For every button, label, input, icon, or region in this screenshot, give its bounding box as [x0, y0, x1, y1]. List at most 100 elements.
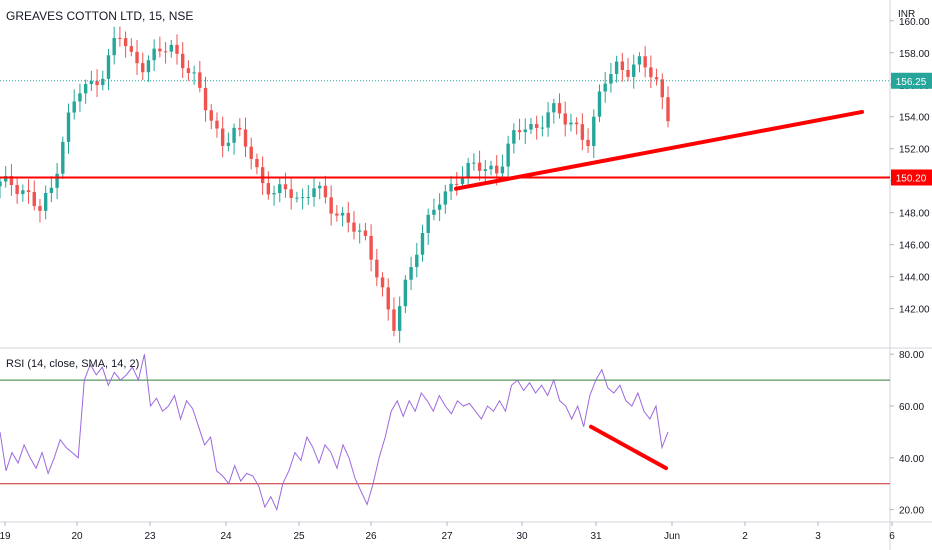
candle-body	[455, 183, 459, 185]
candle-body	[626, 70, 630, 77]
candle-body	[512, 130, 516, 144]
candle-body	[243, 129, 248, 147]
candle-body	[118, 37, 122, 39]
horizontal-line-label: 150.20	[896, 173, 927, 184]
candle-body	[260, 167, 265, 184]
price-tick-label: 160.00	[899, 17, 930, 28]
candle-body	[15, 185, 19, 195]
candle-body	[220, 128, 225, 146]
symbol-title[interactable]: GREAVES COTTON LTD, 15, NSE	[6, 9, 194, 23]
candle-body	[523, 129, 527, 133]
candle-body	[546, 112, 550, 128]
candle-body	[386, 287, 390, 310]
candle-body	[592, 116, 596, 146]
candle-body	[83, 84, 88, 94]
candle-body	[552, 103, 556, 113]
candle-body	[306, 196, 311, 198]
time-tick-label: Jun	[664, 531, 680, 542]
candle-body	[466, 162, 470, 177]
candle-body	[32, 191, 36, 207]
candle-body	[101, 78, 105, 86]
candle-body	[432, 209, 436, 215]
candle-body	[500, 166, 505, 174]
candle-body	[529, 124, 533, 130]
candle-body	[21, 190, 25, 195]
candle-body	[55, 173, 59, 188]
time-tick-label: 3	[815, 531, 821, 542]
time-tick-label: 2	[742, 531, 748, 542]
candle-body	[415, 254, 419, 268]
candle-body	[574, 122, 579, 125]
candle-body	[586, 139, 590, 146]
time-tick-label: 27	[441, 531, 453, 542]
price-tick-label: 142.00	[899, 305, 930, 316]
candle-body	[4, 176, 8, 182]
time-tick-label: 24	[220, 531, 232, 542]
candle-body	[95, 81, 99, 86]
candle-body	[43, 192, 48, 211]
price-tick-label: 144.00	[899, 273, 930, 284]
candle-body	[135, 51, 139, 64]
candle-body	[175, 44, 179, 54]
candle-body	[495, 165, 499, 174]
candle-body	[49, 187, 54, 193]
candle-body	[192, 72, 196, 74]
candles	[0, 26, 670, 343]
candle-body	[477, 162, 482, 171]
last-price-label: 156.25	[896, 77, 927, 88]
candle-body	[61, 141, 65, 174]
candle-body	[346, 212, 350, 223]
candle-body	[89, 81, 94, 85]
candle-body	[209, 110, 213, 121]
rsi-indicator-title[interactable]: RSI (14, close, SMA, 14, 2)	[6, 358, 140, 370]
candle-body	[38, 206, 42, 211]
candle-body	[123, 38, 128, 47]
trend-line-drawing	[454, 109, 864, 191]
candle-body	[357, 230, 362, 232]
candle-body	[620, 61, 625, 71]
candle-body	[409, 267, 413, 280]
candle-body	[660, 79, 664, 98]
time-tick-label: 31	[590, 531, 602, 542]
rsi-tick-label: 20.00	[899, 506, 924, 517]
candle-body	[437, 204, 442, 210]
candle-body	[534, 124, 539, 128]
price-tick-label: 154.00	[899, 113, 930, 124]
rsi-tick-label: 80.00	[899, 350, 924, 361]
candle-body	[426, 214, 430, 233]
candle-body	[649, 67, 653, 78]
candle-body	[340, 212, 345, 216]
candle-body	[654, 77, 659, 80]
candle-body	[78, 93, 82, 102]
candle-body	[226, 142, 231, 146]
candle-body	[403, 279, 408, 307]
price-tick-label: 148.00	[899, 209, 930, 220]
candle-body	[397, 306, 402, 331]
candle-body	[557, 103, 562, 114]
candle-body	[569, 122, 573, 125]
candle-body	[300, 197, 305, 199]
time-tick-label: 30	[516, 531, 528, 542]
candle-body	[597, 91, 602, 117]
time-tick-label: 23	[144, 531, 156, 542]
candle-body	[146, 60, 151, 73]
price-tick-label: 152.00	[899, 145, 930, 156]
candle-body	[637, 56, 642, 65]
candle-body	[506, 143, 510, 167]
candle-body	[375, 259, 379, 278]
candle-body	[238, 127, 242, 130]
candle-body	[323, 185, 328, 198]
candle-body	[312, 188, 316, 197]
candle-body	[112, 37, 116, 56]
candle-body	[215, 120, 219, 129]
candle-body	[26, 190, 31, 192]
candle-body	[443, 191, 448, 205]
candle-body	[643, 56, 647, 68]
candle-body	[666, 97, 670, 122]
candle-body	[472, 162, 476, 164]
candle-body	[517, 130, 522, 133]
candle-body	[0, 181, 2, 187]
rsi-divergence-line	[589, 424, 668, 471]
candle-body	[363, 230, 368, 236]
